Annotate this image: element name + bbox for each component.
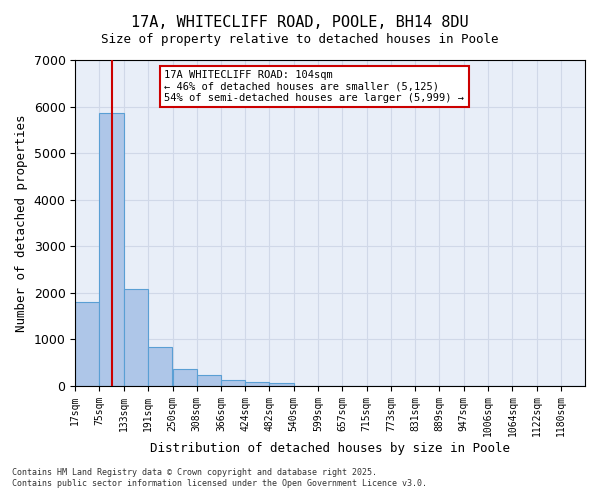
Bar <box>197 376 221 386</box>
Text: 17A, WHITECLIFF ROAD, POOLE, BH14 8DU: 17A, WHITECLIFF ROAD, POOLE, BH14 8DU <box>131 15 469 30</box>
Bar <box>100 114 124 386</box>
Bar <box>75 302 100 386</box>
Bar <box>124 289 148 386</box>
Bar <box>173 369 197 386</box>
Y-axis label: Number of detached properties: Number of detached properties <box>15 114 28 332</box>
X-axis label: Distribution of detached houses by size in Poole: Distribution of detached houses by size … <box>150 442 510 455</box>
Text: Size of property relative to detached houses in Poole: Size of property relative to detached ho… <box>101 32 499 46</box>
Bar <box>245 382 269 386</box>
Text: Contains HM Land Registry data © Crown copyright and database right 2025.
Contai: Contains HM Land Registry data © Crown c… <box>12 468 427 487</box>
Bar <box>148 347 172 386</box>
Text: 17A WHITECLIFF ROAD: 104sqm
← 46% of detached houses are smaller (5,125)
54% of : 17A WHITECLIFF ROAD: 104sqm ← 46% of det… <box>164 70 464 103</box>
Bar <box>269 383 293 386</box>
Bar <box>221 380 245 386</box>
